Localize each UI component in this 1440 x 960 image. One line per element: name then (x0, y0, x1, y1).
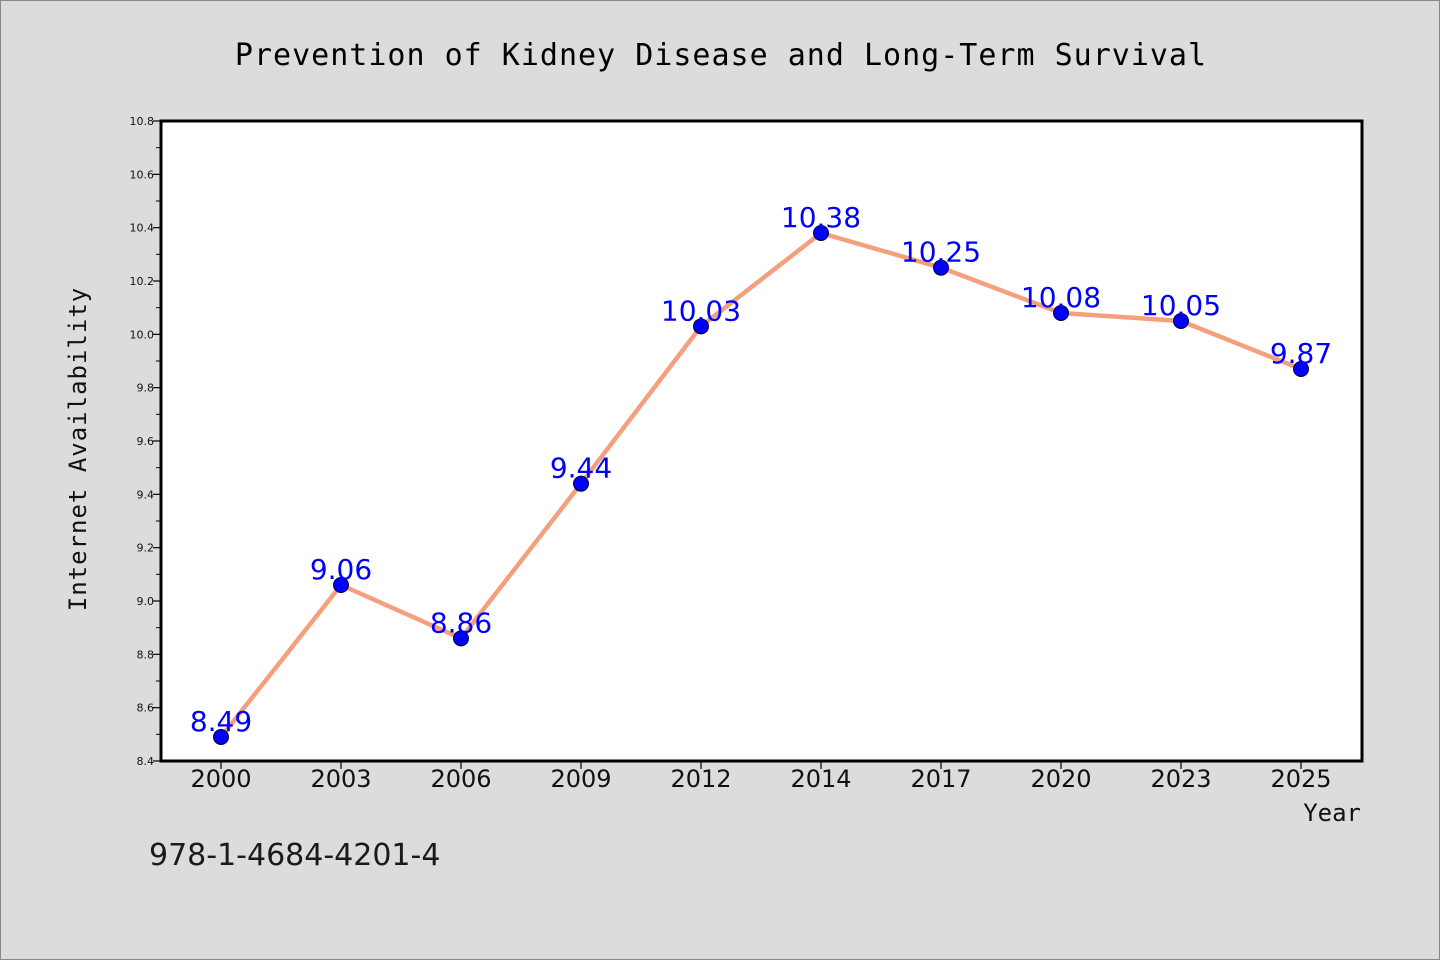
y-tick-label: 9.4 (137, 488, 155, 501)
data-point (813, 225, 829, 241)
data-point (213, 729, 229, 745)
x-tick-label: 2003 (310, 765, 371, 793)
y-tick-label: 9.6 (137, 435, 155, 448)
x-tick-label: 2012 (670, 765, 731, 793)
data-point (573, 475, 589, 492)
data-point (933, 259, 949, 276)
x-tick-label: 2006 (430, 765, 491, 793)
data-label: 10.38 (781, 201, 861, 234)
x-tick-label: 2017 (910, 765, 971, 793)
data-point (453, 630, 469, 647)
y-tick-label: 10.2 (130, 275, 155, 288)
data-label: 9.44 (550, 452, 612, 485)
data-point (333, 577, 349, 593)
data-label: 10.05 (1141, 289, 1221, 322)
plot-area (159, 119, 1364, 763)
data-label: 10.03 (661, 294, 741, 327)
data-point (1053, 305, 1069, 321)
y-tick-label: 9.0 (137, 595, 155, 608)
data-point (693, 318, 709, 335)
data-label: 10.08 (1021, 281, 1101, 314)
series-line (218, 230, 1304, 740)
y-tick-label: 9.8 (137, 382, 155, 395)
data-label: 9.87 (1270, 337, 1332, 370)
y-tick-label: 8.4 (137, 755, 155, 768)
footer-code: 978-1-4684-4201-4 (149, 838, 440, 873)
chart-title: Prevention of Kidney Disease and Long-Te… (235, 38, 1207, 73)
x-tick-label: 2014 (790, 765, 851, 793)
y-tick-label: 10.4 (130, 222, 155, 235)
x-axis-label: Year (1303, 799, 1361, 827)
data-label: 8.86 (430, 606, 492, 639)
y-tick-label: 8.6 (137, 702, 155, 715)
data-point (1293, 361, 1309, 377)
x-tick-label: 2000 (190, 765, 251, 793)
data-label: 8.49 (190, 705, 252, 738)
x-tick-label: 2023 (1150, 765, 1211, 793)
x-tick-label: 2009 (550, 765, 611, 793)
x-tick-label: 2020 (1030, 765, 1091, 793)
y-axis-label: Internet Availability (64, 287, 92, 611)
y-axis-ticks: 8.4 8.6 8.8 9.0 9.2 9.4 9.6 9.8 10.0 10.2 10.4 10.6… (130, 115, 161, 768)
y-tick-label: 10.0 (130, 328, 155, 341)
y-tick-label: 10.8 (130, 115, 155, 128)
data-point (1173, 313, 1189, 329)
y-tick-label: 10.6 (130, 168, 155, 181)
x-tick-label: 2025 (1270, 765, 1331, 793)
y-tick-label: 9.2 (137, 542, 155, 555)
series-group: 8.49 9.06 8.86 9.44 10.03 10.38 10.25 10.08 10.0… (190, 201, 1332, 745)
y-tick-label: 8.8 (137, 648, 155, 661)
x-axis-ticks: 2000 2003 2006 2009 2012 2014 2017 2020 2023 2025 (190, 761, 1332, 793)
data-label: 9.06 (310, 553, 372, 586)
data-label: 10.25 (901, 236, 981, 269)
